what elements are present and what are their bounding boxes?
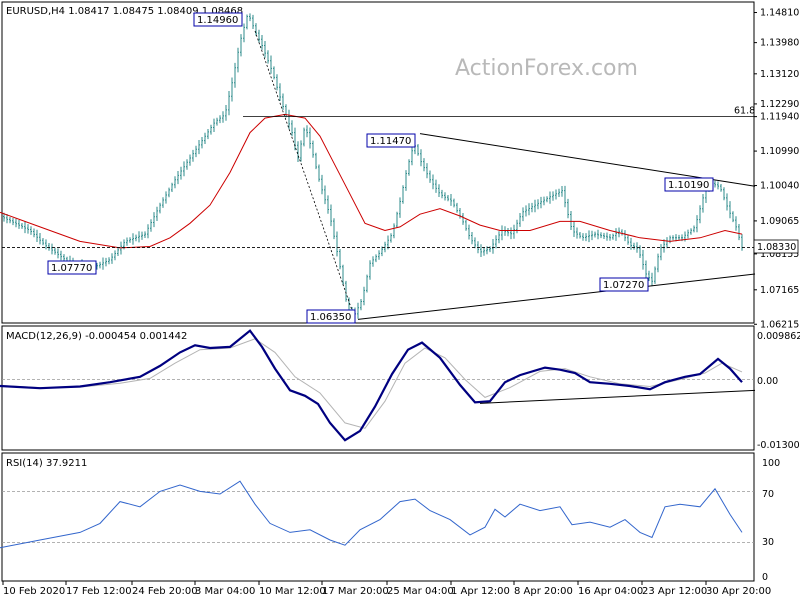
watermark: ActionForex.com <box>455 56 638 81</box>
macd-tick: 0.009862 <box>757 331 800 342</box>
price-tick-label: 1.10990 <box>760 146 799 157</box>
triangle-upper-trendline <box>419 133 756 187</box>
macd-axis: 0.009862 0.00 -0.013002 <box>757 331 800 451</box>
low-label: 1.07270 <box>603 280 644 291</box>
macd-tick: 0.00 <box>757 376 778 387</box>
spike-dashed-line <box>254 30 353 311</box>
price-tick-label: 1.14810 <box>760 8 799 19</box>
rsi-line <box>0 480 743 549</box>
time-axis: 10 Feb 2020 17 Feb 12:00 24 Feb 20:003 Mar… <box>2 581 771 597</box>
current-price-tag: 1.08330 <box>757 242 796 253</box>
low-label: 1.07770 <box>51 263 92 274</box>
swing-label: 1.11470 <box>370 136 411 147</box>
macd-tick: -0.013002 <box>757 440 800 451</box>
time-tick-label: 24 Feb 20:00 <box>132 586 198 597</box>
price-series <box>3 13 743 319</box>
macd-panel: MACD(12,26,9) -0.000454 0.001442 <box>0 325 756 451</box>
price-tick-label: 1.11940 <box>760 112 799 123</box>
low-label: 1.06350 <box>310 312 351 323</box>
price-tick-label: 1.13120 <box>760 69 799 80</box>
time-tick-label: 25 Mar 04:00 <box>387 586 454 597</box>
label-swing-2: 1.10190 <box>664 177 714 192</box>
time-tick-label: 17 Feb 12:00 <box>66 586 132 597</box>
price-tick-label: 1.09065 <box>760 216 799 227</box>
label-swing-1: 1.11470 <box>366 133 416 148</box>
high-label: 1.14960 <box>197 15 238 26</box>
macd-signal-line <box>0 338 743 429</box>
price-tick-label: 1.13980 <box>760 38 799 49</box>
time-tick-label: 23 Apr 12:00 <box>642 586 707 597</box>
label-low-1: 1.07770 <box>47 260 97 275</box>
rsi-tick: 30 <box>762 537 774 548</box>
macd-legend: MACD(12,26,9) -0.000454 0.001442 <box>6 331 187 342</box>
price-tick-label: 1.07165 <box>760 285 799 296</box>
fib-label: 61.8 <box>734 106 755 117</box>
time-tick-label: 8 Apr 20:00 <box>514 586 573 597</box>
time-tick-label: 16 Apr 04:00 <box>578 586 643 597</box>
rsi-tick: 70 <box>762 489 774 500</box>
time-tick-label: 17 Mar 20:00 <box>322 586 389 597</box>
time-tick-label: 1 Apr 12:00 <box>451 586 510 597</box>
label-low-3: 1.07270 <box>599 277 649 292</box>
rsi-tick: 100 <box>762 458 780 469</box>
price-panel: ActionForex.com 61.8 EURUSD,H4 1.08417 1… <box>0 1 756 324</box>
time-tick-label: 10 Mar 12:00 <box>259 586 326 597</box>
price-tick-label: 1.06215 <box>760 319 799 330</box>
rsi-panel: RSI(14) 37.9211 <box>0 452 755 582</box>
price-tick-label: 1.10040 <box>760 181 799 192</box>
price-tick-label: 1.12290 <box>760 99 799 110</box>
rsi-legend: RSI(14) 37.9211 <box>6 458 87 469</box>
label-low-2: 1.06350 <box>306 309 356 324</box>
label-high: 1.14960 <box>193 12 243 27</box>
macd-support-trendline <box>479 389 756 404</box>
time-tick-label: 30 Apr 20:00 <box>706 586 771 597</box>
price-axis: 1.14810 1.13980 1.13120 1.12290 1.11940 1.109… <box>753 8 799 330</box>
time-tick-label: 10 Feb 2020 <box>3 586 65 597</box>
time-tick-label: 3 Mar 04:00 <box>195 586 255 597</box>
price-legend: EURUSD,H4 1.08417 1.08475 1.08409 1.0846… <box>6 6 243 17</box>
triangle-lower-trendline <box>357 273 756 320</box>
moving-average-line <box>0 113 743 249</box>
swing-label: 1.10190 <box>668 180 709 191</box>
price-tick-label: 1.08155 <box>760 249 799 260</box>
macd-line <box>0 329 743 442</box>
rsi-axis: 100 70 30 0 <box>762 458 780 583</box>
rsi-tick: 0 <box>762 572 768 583</box>
